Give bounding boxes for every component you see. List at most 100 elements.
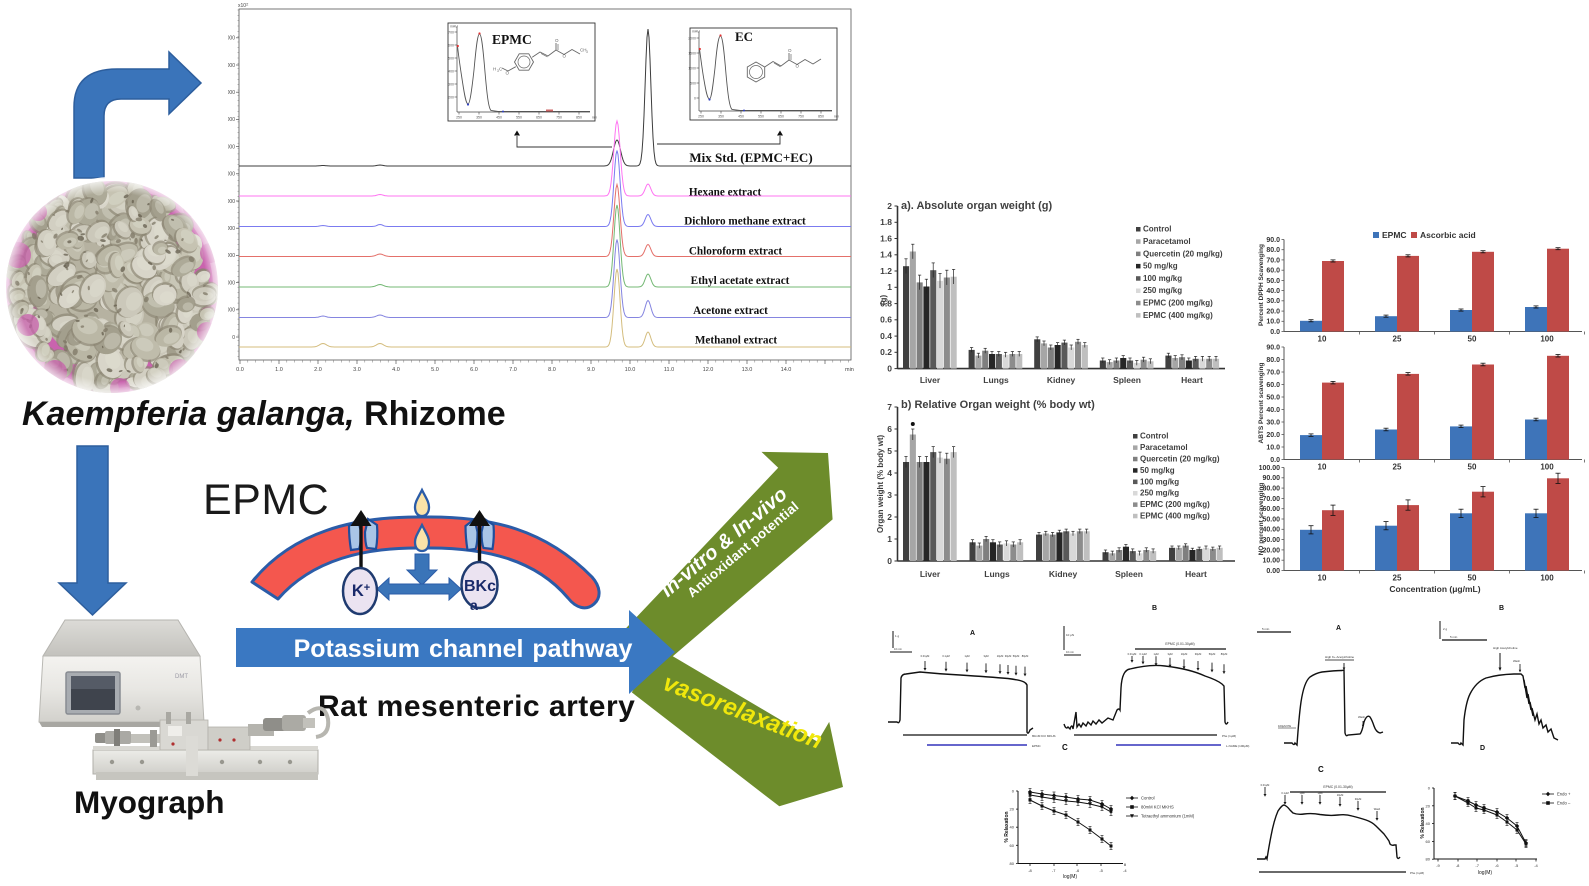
svg-text:4: 4: [887, 468, 892, 478]
svg-text:High Acetylcholine: High Acetylcholine: [1493, 646, 1518, 650]
svg-text:80: 80: [1426, 857, 1431, 862]
svg-text:90.0: 90.0: [1266, 237, 1280, 244]
svg-text:O: O: [506, 71, 510, 76]
svg-text:50 mg/kg: 50 mg/kg: [1140, 466, 1175, 475]
svg-text:Ascorbic acid: Ascorbic acid: [1420, 230, 1476, 240]
svg-text:350: 350: [718, 115, 724, 119]
svg-text:EPMC (400 mg/kg): EPMC (400 mg/kg): [1143, 311, 1213, 320]
svg-text:11.0: 11.0: [664, 367, 674, 373]
svg-text:Heart: Heart: [1185, 569, 1207, 579]
svg-text:50.0: 50.0: [1266, 278, 1280, 285]
svg-text:70.0: 70.0: [1266, 369, 1280, 376]
svg-text:Ethyl acetate extract: Ethyl acetate extract: [691, 275, 790, 287]
svg-text:A: A: [970, 630, 975, 637]
svg-text:-6: -6: [1495, 863, 1499, 868]
svg-text:50.0: 50.0: [1266, 394, 1280, 401]
svg-text:O: O: [788, 48, 792, 53]
svg-text:3: 3: [497, 69, 499, 73]
svg-text:CH: CH: [580, 48, 587, 53]
svg-text:10μM: 10μM: [1181, 652, 1188, 656]
svg-text:0.0: 0.0: [236, 367, 244, 373]
svg-text:10: 10: [1318, 463, 1327, 472]
svg-text:EPMC (200 mg/kg): EPMC (200 mg/kg): [1140, 500, 1210, 509]
svg-text:175000: 175000: [228, 144, 235, 150]
svg-text:550: 550: [758, 115, 764, 119]
svg-text:80μM: 80μM: [1221, 652, 1228, 656]
svg-text:80mM KCl MKHS: 80mM KCl MKHS: [1032, 734, 1056, 738]
svg-text:x102: x102: [238, 2, 249, 10]
svg-text:500: 500: [690, 82, 696, 86]
svg-text:Control: Control: [1141, 796, 1155, 801]
svg-text:1μM: 1μM: [964, 654, 969, 658]
svg-text:2.0: 2.0: [314, 367, 322, 373]
svg-text:30.0: 30.0: [1266, 298, 1280, 305]
svg-text:% Relaxation: % Relaxation: [1420, 807, 1426, 838]
svg-text:10 min: 10 min: [894, 647, 902, 651]
svg-text:25000: 25000: [228, 308, 235, 314]
svg-text:6: 6: [887, 424, 892, 434]
svg-text:100.00: 100.00: [1259, 465, 1281, 472]
svg-text:O: O: [555, 38, 559, 43]
svg-text:3μM: 3μM: [1167, 652, 1172, 656]
svg-text:L-NAME (100μM): L-NAME (100μM): [1226, 744, 1249, 748]
svg-text:30.0: 30.0: [1266, 419, 1280, 426]
svg-text:1: 1: [887, 282, 892, 292]
svg-text:850: 850: [818, 115, 824, 119]
svg-text:Kidney: Kidney: [1047, 375, 1076, 385]
svg-text:0.01μM: 0.01μM: [1128, 652, 1137, 656]
svg-text:0.01μM: 0.01μM: [921, 654, 930, 658]
svg-text:0.1μM: 0.1μM: [1281, 791, 1288, 795]
svg-text:2: 2: [887, 201, 892, 211]
svg-text:Dichloro methane extract: Dichloro methane extract: [684, 216, 806, 228]
svg-text:Chloroform extract: Chloroform extract: [689, 246, 783, 258]
svg-text:225000: 225000: [228, 90, 235, 96]
svg-text:100μM PE: 100μM PE: [1278, 724, 1291, 728]
svg-text:0.8: 0.8: [880, 298, 892, 308]
svg-text:10 min: 10 min: [1066, 650, 1074, 654]
svg-text:7.0: 7.0: [509, 367, 517, 373]
svg-text:-5: -5: [1515, 863, 1519, 868]
svg-text:70.0: 70.0: [1266, 257, 1280, 264]
svg-text:0.1μM: 0.1μM: [942, 654, 949, 658]
svg-text:Hexane extract: Hexane extract: [689, 187, 762, 199]
svg-text:850: 850: [576, 116, 582, 120]
svg-text:0: 0: [232, 335, 235, 341]
svg-text:EPMC (200 mg/kg): EPMC (200 mg/kg): [1143, 299, 1213, 308]
svg-text:nm: nm: [592, 116, 597, 120]
svg-text:100: 100: [1540, 463, 1554, 472]
svg-text:Spleen: Spleen: [1113, 375, 1141, 385]
svg-text:50μM: 50μM: [1013, 654, 1020, 658]
svg-text:5 min: 5 min: [1262, 627, 1270, 631]
svg-text:3μM: 3μM: [1317, 791, 1322, 795]
svg-text:0.0: 0.0: [1270, 457, 1280, 464]
svg-text:High K+ Acetylcholine: High K+ Acetylcholine: [1325, 655, 1354, 659]
svg-text:60: 60: [1426, 839, 1431, 844]
svg-text:80.0: 80.0: [1266, 247, 1280, 254]
svg-text:25: 25: [1393, 335, 1402, 344]
svg-text:30μM: 30μM: [1355, 797, 1362, 801]
svg-text:750: 750: [556, 116, 562, 120]
svg-text:Organ weight (% body wt): Organ weight (% body wt): [876, 434, 885, 533]
svg-text:Paracetamol: Paracetamol: [1140, 443, 1188, 452]
svg-text:H: H: [493, 67, 496, 72]
svg-text:a: a: [470, 597, 478, 613]
svg-text:2000: 2000: [688, 37, 696, 41]
svg-text:DMT: DMT: [175, 674, 188, 680]
svg-text:0: 0: [887, 363, 892, 373]
svg-text:BKc: BKc: [464, 578, 496, 595]
svg-text:250: 250: [456, 116, 462, 120]
svg-text:400: 400: [448, 70, 454, 74]
svg-text:3: 3: [887, 490, 892, 500]
svg-text:Liver: Liver: [920, 569, 941, 579]
svg-text:Lungs: Lungs: [983, 375, 1009, 385]
svg-text:-6: -6: [1076, 868, 1080, 873]
svg-text:0: 0: [887, 556, 892, 566]
svg-text:100 mg/kg: 100 mg/kg: [1143, 274, 1182, 283]
svg-text:6.0: 6.0: [470, 367, 478, 373]
svg-text:b) Relative Organ weight (% bo: b) Relative Organ weight (% body wt): [901, 399, 1095, 411]
svg-text:250 mg/kg: 250 mg/kg: [1140, 489, 1179, 498]
svg-text:1 g: 1 g: [895, 634, 900, 638]
svg-text:150000: 150000: [228, 172, 235, 178]
svg-text:Acetone extract: Acetone extract: [693, 305, 768, 317]
svg-text:30μM: 30μM: [1005, 654, 1012, 658]
